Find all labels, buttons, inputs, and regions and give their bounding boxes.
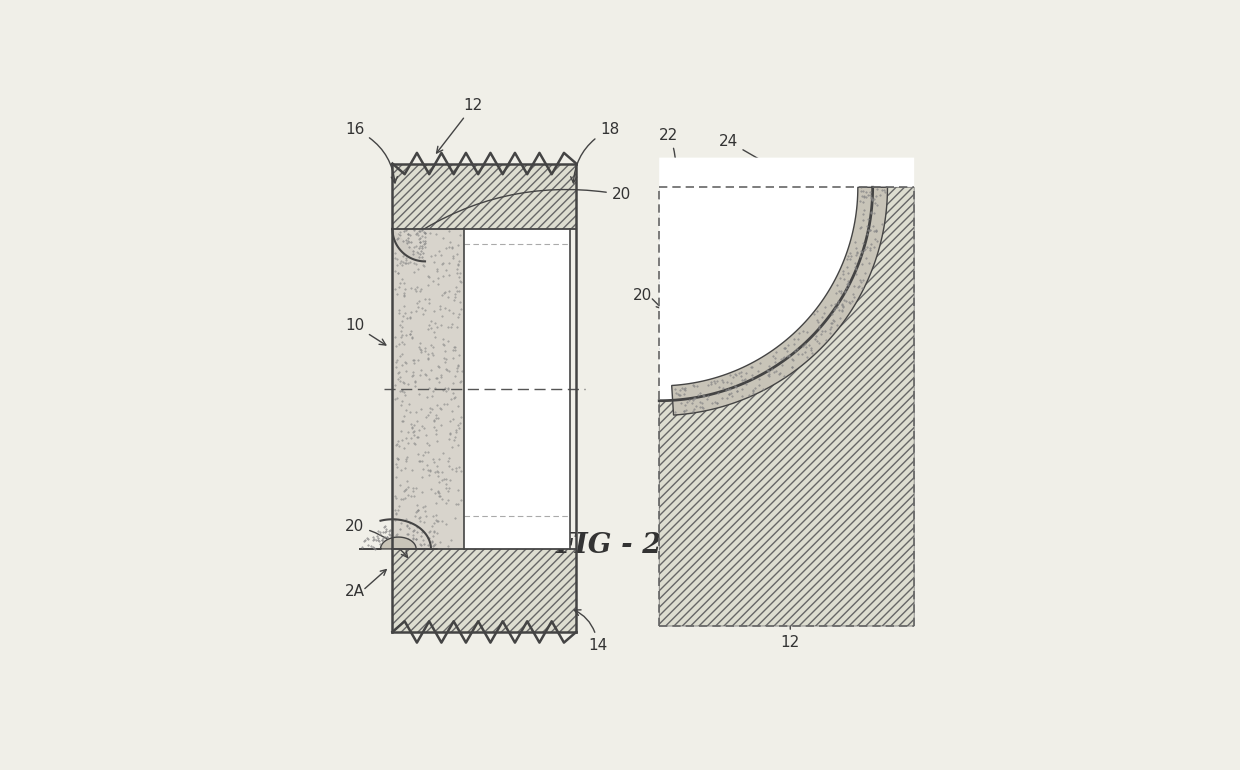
- Polygon shape: [392, 229, 425, 261]
- Text: 20: 20: [414, 187, 631, 236]
- Polygon shape: [660, 187, 914, 626]
- Text: 18: 18: [570, 122, 619, 183]
- Text: FIG - 2: FIG - 2: [556, 533, 662, 560]
- Text: 12: 12: [781, 559, 800, 650]
- Text: 20: 20: [632, 288, 652, 303]
- Text: 2A: 2A: [345, 584, 365, 599]
- Bar: [392, 229, 464, 549]
- Text: 10: 10: [345, 317, 386, 345]
- Bar: [660, 187, 914, 626]
- Text: 24: 24: [718, 134, 885, 232]
- Polygon shape: [360, 537, 438, 549]
- Text: 16: 16: [345, 122, 397, 183]
- Polygon shape: [672, 187, 888, 415]
- Bar: [464, 229, 570, 549]
- Polygon shape: [660, 158, 914, 400]
- Text: 14: 14: [574, 610, 608, 653]
- Bar: [392, 549, 577, 632]
- Text: 22: 22: [660, 128, 678, 196]
- Bar: [392, 163, 577, 229]
- Text: 20: 20: [345, 519, 408, 557]
- Text: 12: 12: [436, 99, 482, 153]
